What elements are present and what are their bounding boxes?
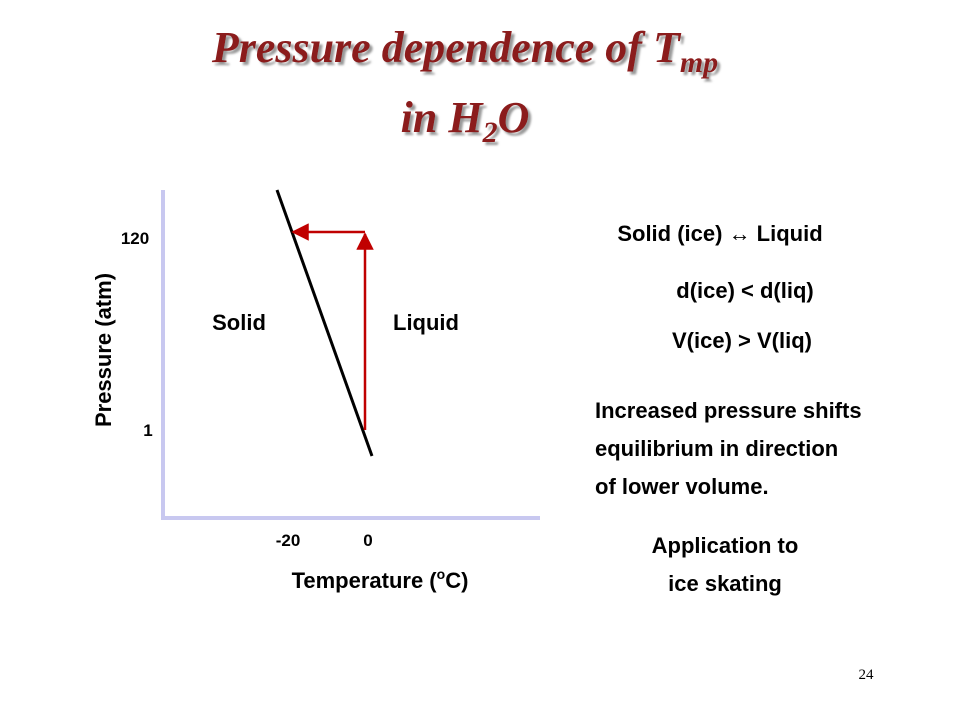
title-line1: Pressure dependence of Tmp (211, 23, 718, 79)
x-axis-label: Temperature (oC) (292, 566, 469, 593)
title-text: Pressure dependence of T (211, 23, 682, 72)
note: Solid (ice) ↔ Liquid (617, 221, 822, 246)
note: Increased pressure shifts (595, 398, 862, 423)
label-sup: o (437, 566, 446, 582)
title-text: in H (401, 93, 485, 142)
page-number: 24 (859, 667, 875, 683)
region-label: Liquid (393, 310, 459, 335)
title-sub: 2 (482, 116, 498, 149)
note: of lower volume. (595, 474, 769, 499)
title-sub: mp (680, 46, 718, 79)
phase-boundary (275, 189, 374, 457)
note: equilibrium in direction (595, 436, 838, 461)
x-tick-label: 0 (363, 531, 372, 550)
label-text: C) (445, 568, 468, 593)
y-axis-label: Pressure (atm) (91, 273, 116, 427)
label-text: Temperature ( (292, 568, 438, 593)
title-text: O (498, 93, 530, 142)
y-tick-label: 120 (121, 229, 149, 248)
note: Application to (652, 533, 799, 558)
note: V(ice) > V(liq) (672, 328, 812, 353)
region-label: Solid (212, 310, 266, 335)
x-tick-label: -20 (276, 531, 301, 550)
note: d(ice) < d(liq) (676, 278, 814, 303)
title-line2: in H2O (401, 93, 530, 149)
title: Pressure dependence of Tmp in H2O (211, 23, 718, 149)
y-tick-label: 1 (143, 421, 152, 440)
note: ice skating (668, 571, 782, 596)
